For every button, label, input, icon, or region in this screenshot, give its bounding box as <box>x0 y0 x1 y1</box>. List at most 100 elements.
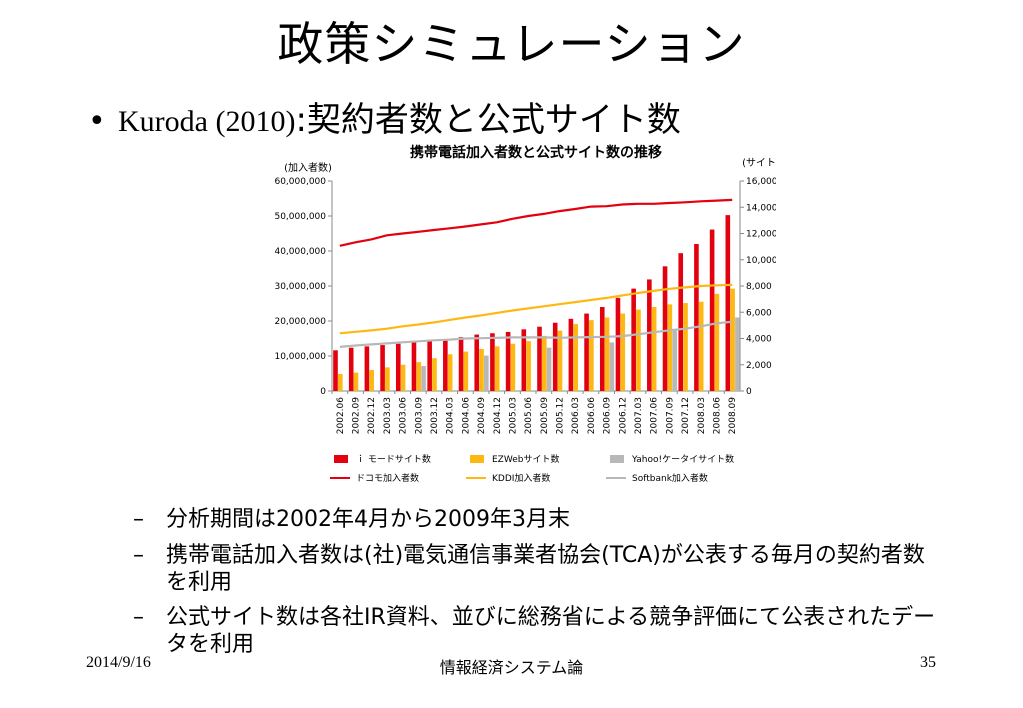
bar-ezweb <box>369 370 374 391</box>
line-docomo <box>339 198 733 247</box>
bar-ezweb <box>698 301 704 391</box>
y-left-tick-label: 10,000,000 <box>274 352 326 362</box>
bar-imode <box>584 313 589 391</box>
bar-ezweb <box>400 364 406 391</box>
legend-label: ｉ モードサイト数 <box>356 453 431 465</box>
bar-imode <box>725 215 731 391</box>
footer-course: 情報経済システム論 <box>439 658 584 677</box>
bar-imode <box>490 333 495 391</box>
y-left-tick-label: 20,000,000 <box>274 317 326 327</box>
sub-bullet-marker: – <box>133 543 144 568</box>
sub-bullet-text: 分析期間は2002年4月から2009年3月末 <box>166 507 570 532</box>
x-tick-label: 2005.03 <box>508 397 518 434</box>
bar-ezweb <box>730 288 735 391</box>
y-right-tick-label: 8,000 <box>746 282 772 292</box>
x-tick-label: 2008.06 <box>712 397 722 434</box>
x-tick-label: 2007.06 <box>650 397 660 434</box>
bar-imode <box>599 307 605 391</box>
bullet-marker: • <box>88 104 106 139</box>
y-left-tick-label: 0 <box>320 387 326 397</box>
x-tick-label: 2007.03 <box>634 397 644 434</box>
bar-imode <box>521 329 527 391</box>
y-left-axis-label: (加入者数) <box>284 161 332 174</box>
x-tick-label: 2005.12 <box>556 397 566 434</box>
bar-imode <box>662 266 668 391</box>
x-tick-label: 2008.03 <box>697 397 707 434</box>
bar-imode <box>615 297 621 391</box>
bar-imode <box>474 334 480 391</box>
legend-swatch <box>334 455 348 463</box>
bar-ezweb <box>636 309 641 391</box>
x-tick-label: 2006.06 <box>587 397 597 434</box>
x-tick-label: 2004.03 <box>446 397 456 434</box>
bar-ezweb <box>526 341 531 391</box>
y-left-tick-label: 30,000,000 <box>274 282 326 292</box>
bar-yahoo <box>609 342 615 391</box>
bar-ezweb <box>573 324 578 391</box>
bar-ezweb <box>338 373 343 391</box>
bar-imode <box>380 345 385 391</box>
bar-imode <box>348 347 354 391</box>
x-tick-label: 2008.09 <box>728 397 738 434</box>
sub-bullet-marker: – <box>133 605 144 630</box>
subscriber-sites-chart: 携帯電話加入者数と公式サイト数の推移 (加入者数) (サイト数) 0 10,000,00… <box>274 144 776 484</box>
legend-swatch <box>610 455 624 463</box>
slide-title: 政策シミュレーション <box>277 17 746 71</box>
x-tick-label: 2007.12 <box>681 397 691 434</box>
bar-ezweb <box>479 349 484 391</box>
y-right-tick-label: 6,000 <box>746 308 772 318</box>
x-tick-label: 2002.09 <box>352 397 362 434</box>
bar-imode <box>395 343 401 391</box>
bar-imode <box>505 331 511 391</box>
bar-ezweb <box>510 343 516 391</box>
y-right-tick-label: 2,000 <box>746 361 772 371</box>
chart-title: 携帯電話加入者数と公式サイト数の推移 <box>410 144 662 161</box>
x-tick-label: 2007.09 <box>665 397 675 434</box>
bar-imode <box>537 326 542 391</box>
x-tick-label: 2003.06 <box>399 397 409 434</box>
bar-imode <box>364 346 370 391</box>
bar-ezweb <box>353 372 359 391</box>
legend-swatch <box>470 455 484 463</box>
bar-ezweb <box>557 330 563 391</box>
x-tick-label: 2005.09 <box>540 397 550 434</box>
x-tick-label: 2004.12 <box>493 397 503 434</box>
y-right-tick-label: 4,000 <box>746 335 772 345</box>
legend-label: KDDI加入者数 <box>492 472 550 484</box>
sub-bullet-text: 携帯電話加入者数は(社)電気通信事業者協会(TCA)が公表する毎月の契約者数を利… <box>166 543 925 595</box>
x-tick-label: 2002.12 <box>367 397 377 434</box>
x-tick-label: 2004.06 <box>461 397 471 434</box>
line-kddi <box>339 283 733 335</box>
bar-imode <box>458 337 464 391</box>
bar-ezweb <box>447 354 453 391</box>
bar-imode <box>443 339 448 391</box>
bar-ezweb <box>542 335 547 391</box>
bar-imode <box>552 322 558 391</box>
bar-yahoo <box>735 317 740 391</box>
bar-imode <box>631 288 636 391</box>
y-right-tick-label: 12,000 <box>746 230 776 240</box>
bar-imode <box>678 253 684 391</box>
bar-imode <box>647 279 652 391</box>
y-left-tick-label: 60,000,000 <box>274 177 326 187</box>
bar-ezweb <box>714 293 720 391</box>
bar-imode <box>427 341 432 391</box>
y-right-axis-label: (サイト数) <box>742 156 776 169</box>
legend-label: Softbank加入者数 <box>632 472 708 484</box>
bar-ezweb <box>494 346 500 391</box>
bar-imode <box>568 318 574 391</box>
bar-ezweb <box>651 307 657 391</box>
bullet-topic: :契約者数と公式サイト数 <box>295 100 681 140</box>
y-right-tick-label: 10,000 <box>746 256 776 266</box>
bar-yahoo <box>421 366 426 391</box>
bar-ezweb <box>463 351 469 391</box>
x-tick-label: 2003.03 <box>383 397 393 434</box>
main-bullet: • Kuroda (2010):契約者数と公式サイト数 <box>88 92 681 141</box>
y-right-tick-label: 0 <box>746 387 752 397</box>
bar-yahoo <box>546 347 552 391</box>
bar-ezweb <box>604 317 610 391</box>
x-tick-label: 2006.12 <box>618 397 628 434</box>
y-right-tick-label: 16,000 <box>746 177 776 187</box>
legend-label: Yahoo!ケータイサイト数 <box>631 453 734 465</box>
y-right-tick-label: 14,000 <box>746 203 776 213</box>
